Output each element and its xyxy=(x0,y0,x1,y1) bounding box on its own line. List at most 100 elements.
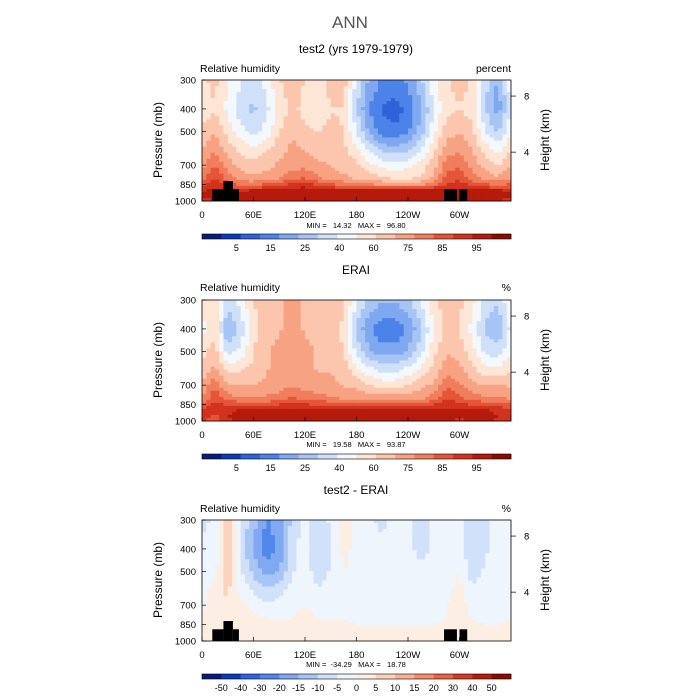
field-cell xyxy=(279,89,284,93)
field-cell xyxy=(227,125,233,129)
field-cell xyxy=(369,185,375,190)
field-cell xyxy=(433,134,439,138)
field-cell xyxy=(236,89,242,93)
field-cell xyxy=(480,173,486,178)
field-cell xyxy=(343,188,349,193)
field-cell xyxy=(335,125,340,129)
field-cell xyxy=(343,128,349,132)
field-cell xyxy=(399,146,405,150)
field-cell xyxy=(309,110,314,114)
field-cell xyxy=(365,113,370,117)
field-cell xyxy=(262,300,267,304)
field-cell xyxy=(326,116,332,120)
field-cell xyxy=(485,110,490,114)
field-cell xyxy=(442,143,448,147)
field-cell xyxy=(442,140,448,144)
field-cell xyxy=(219,113,224,117)
field-cell xyxy=(322,146,327,150)
field-cell xyxy=(365,342,370,346)
field-cell xyxy=(412,104,417,108)
field-cell xyxy=(313,321,319,325)
field-cell xyxy=(240,113,246,117)
field-cell xyxy=(373,330,379,334)
field-cell xyxy=(305,140,310,144)
field-cell xyxy=(468,86,473,90)
field-cell xyxy=(317,116,323,120)
field-cell xyxy=(330,98,336,102)
field-cell xyxy=(493,336,499,340)
field-cell xyxy=(472,170,478,175)
field-cell xyxy=(279,309,284,313)
field-cell xyxy=(202,366,207,370)
field-cell xyxy=(326,351,332,355)
field-cell xyxy=(369,167,375,172)
field-cell xyxy=(279,104,284,108)
field-cell xyxy=(283,345,289,349)
field-cell xyxy=(335,128,340,132)
field-cell xyxy=(343,378,349,383)
field-cell xyxy=(373,131,379,135)
field-cell xyxy=(214,149,220,153)
field-cell xyxy=(330,333,336,337)
field-cell xyxy=(429,324,435,328)
field-cell xyxy=(463,158,469,163)
field-cell xyxy=(283,152,289,157)
field-cell xyxy=(377,312,383,316)
field-cell xyxy=(386,197,392,202)
field-cell xyxy=(438,80,443,84)
field-cell xyxy=(463,306,469,310)
field-cell xyxy=(262,185,267,190)
field-cell xyxy=(227,318,233,322)
field-cell xyxy=(266,363,272,367)
field-cell xyxy=(360,197,366,202)
field-cell xyxy=(485,83,490,87)
field-cell xyxy=(335,167,340,172)
field-cell xyxy=(330,149,336,153)
field-cell xyxy=(446,119,452,123)
field-cell xyxy=(257,155,263,160)
field-cell xyxy=(202,83,207,87)
field-cell xyxy=(365,92,370,96)
field-cell xyxy=(459,330,465,334)
field-cell xyxy=(480,176,486,181)
field-cell xyxy=(335,155,340,160)
field-cell xyxy=(309,155,314,160)
field-cell xyxy=(232,116,237,120)
field-cell xyxy=(322,300,327,304)
field-cell xyxy=(472,161,478,166)
field-cell xyxy=(472,327,478,331)
field-cell xyxy=(382,351,387,355)
field-cell xyxy=(270,92,276,96)
field-cell xyxy=(257,306,263,310)
field-cell xyxy=(300,143,306,147)
field-cell xyxy=(369,182,375,187)
field-cell xyxy=(399,372,405,377)
field-cell xyxy=(377,309,383,313)
field-cell xyxy=(468,164,473,169)
field-cell xyxy=(463,110,469,114)
field-cell xyxy=(343,194,349,199)
field-cell xyxy=(214,342,220,346)
field-cell xyxy=(442,173,448,178)
field-cell xyxy=(455,167,460,172)
field-cell xyxy=(253,312,259,316)
field-cell xyxy=(506,182,512,187)
field-cell xyxy=(502,357,508,361)
field-cell xyxy=(450,167,456,172)
field-cell xyxy=(257,194,263,199)
field-cell xyxy=(429,125,435,129)
field-cell xyxy=(283,83,289,87)
field-cell xyxy=(339,309,345,313)
field-cell xyxy=(249,140,254,144)
field-cell xyxy=(463,369,469,373)
field-cell xyxy=(403,330,409,334)
field-cell xyxy=(202,179,207,184)
field-cell xyxy=(305,342,310,346)
field-cell xyxy=(459,324,465,328)
field-cell xyxy=(382,125,387,129)
field-cell xyxy=(309,194,314,199)
field-cell xyxy=(416,351,422,355)
field-cell xyxy=(463,98,469,102)
field-cell xyxy=(270,312,276,316)
field-cell xyxy=(377,318,383,322)
